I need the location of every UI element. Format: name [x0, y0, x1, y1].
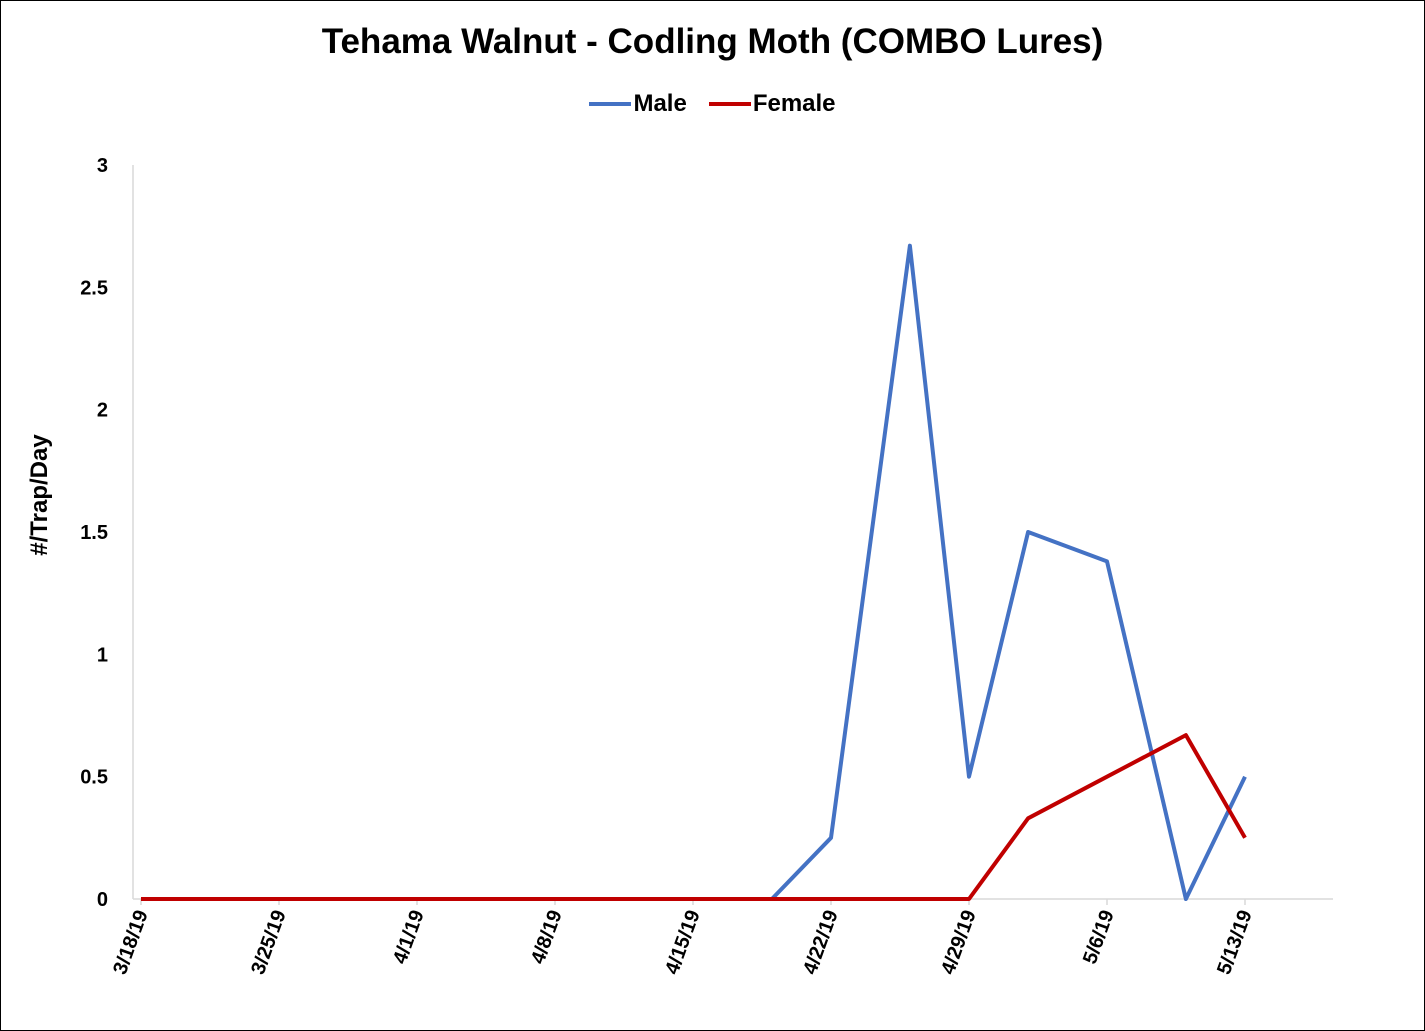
x-tick-labels: 3/18/19 3/25/19 4/1/19 4/8/19 4/15/19 4/22/19… — [109, 899, 1257, 977]
y-tick-label: 2.5 — [80, 277, 108, 299]
x-tick-label: 4/22/19 — [799, 907, 842, 977]
series-line-male — [141, 243, 1247, 901]
y-tick-labels: 0 0.5 1 1.5 2 2.5 3 — [80, 155, 108, 911]
y-tick-label: 1.5 — [80, 522, 108, 544]
x-tick-label: 4/15/19 — [661, 907, 704, 977]
x-tick-label: 5/13/19 — [1213, 907, 1256, 977]
x-tick-label: 4/29/19 — [937, 907, 980, 977]
y-tick-label: 1 — [97, 644, 108, 666]
series-line-female — [141, 733, 1247, 901]
y-tick-label: 3 — [97, 155, 108, 177]
x-tick-label: 3/18/19 — [109, 907, 152, 977]
legend-swatch-female — [708, 102, 751, 106]
y-tick-label: 0.5 — [80, 767, 108, 789]
y-tick-label: 2 — [97, 400, 108, 422]
legend-label-female: Female — [752, 90, 836, 117]
y-tick-label: 0 — [97, 889, 108, 911]
legend-swatch-male — [589, 102, 632, 106]
legend-item-male: Male — [589, 90, 687, 118]
x-tick-label: 3/25/19 — [247, 907, 290, 977]
legend-item-female: Female — [708, 90, 836, 118]
chart-legend: Male Female — [0, 90, 1425, 118]
x-tick-label: 5/6/19 — [1079, 907, 1119, 967]
x-tick-label: 4/8/19 — [527, 907, 567, 967]
chart-title: Tehama Walnut - Codling Moth (COMBO Lure… — [321, 22, 1104, 61]
series-lines — [141, 243, 1247, 901]
legend-label-male: Male — [633, 90, 687, 117]
axes — [132, 165, 1333, 900]
x-tick-label: 4/1/19 — [389, 907, 429, 967]
